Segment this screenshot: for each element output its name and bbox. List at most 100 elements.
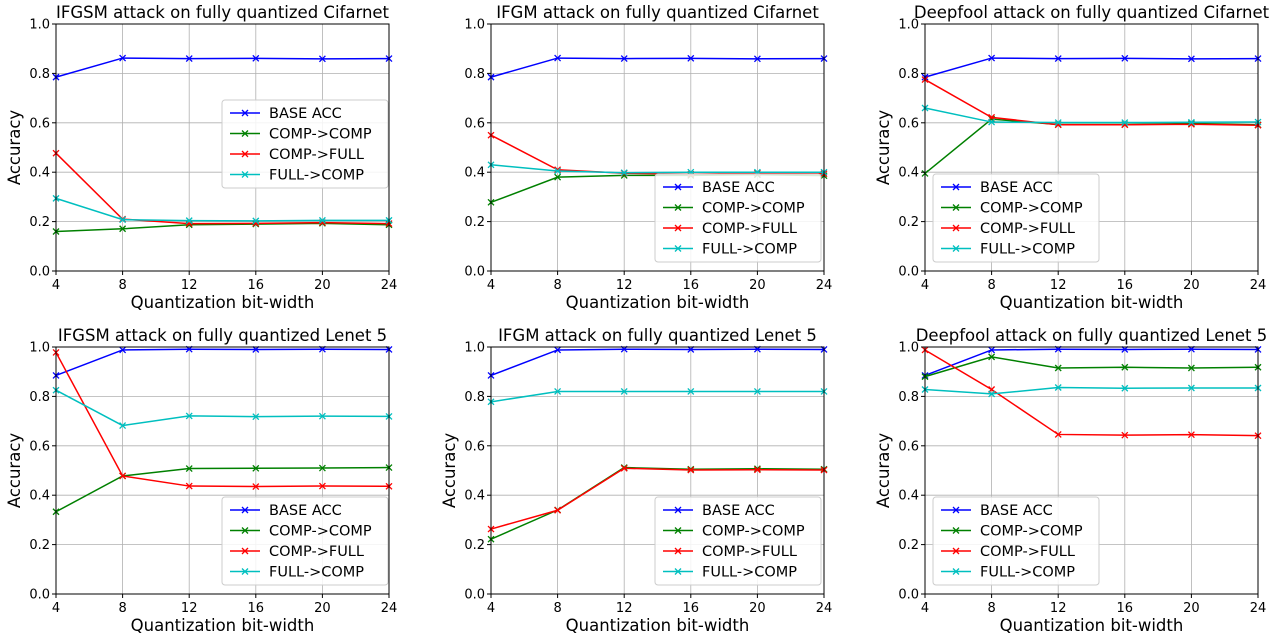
data-point — [1054, 55, 1062, 63]
legend-label-3: FULL->COMP — [702, 242, 797, 258]
x-tick-label: 16 — [683, 601, 700, 616]
chart-title: IFGSM attack on fully quantized Cifarnet — [56, 3, 390, 22]
x-tick-label: 20 — [749, 278, 766, 293]
data-point — [185, 482, 193, 490]
data-point — [185, 217, 193, 225]
y-tick-label: 0.4 — [898, 489, 919, 504]
x-tick-label: 24 — [1250, 278, 1267, 293]
data-point — [119, 225, 127, 233]
legend-marker-1 — [952, 204, 960, 211]
series-line-2 — [490, 467, 825, 530]
data-point — [1187, 431, 1195, 439]
legend-label-2: COMP->FULL — [269, 147, 364, 163]
x-axis-label: Quantization bit-width — [1000, 293, 1184, 312]
legend-label-0: BASE ACC — [702, 180, 775, 196]
series-line-2 — [490, 134, 825, 175]
legend-label-3: FULL->COMP — [702, 565, 797, 581]
legend-box — [221, 99, 389, 189]
legend-marker-1 — [241, 527, 249, 534]
data-point — [687, 54, 695, 62]
x-tick-label: 8 — [987, 278, 995, 293]
y-tick-label: 0.4 — [898, 166, 919, 181]
data-point — [554, 173, 562, 181]
legend: BASE ACC COMP->COMP COMP->FULL FULL->COMP — [654, 173, 822, 263]
x-tick-label: 24 — [1250, 601, 1267, 616]
legend-label-3: FULL->COMP — [269, 565, 364, 581]
series-line-1 — [924, 356, 1259, 378]
series-line-3 — [924, 386, 1258, 395]
series-line-2 — [55, 152, 390, 225]
y-tick-label: 0.4 — [464, 166, 485, 181]
data-point — [252, 483, 260, 491]
y-tick-label: 0.4 — [29, 166, 50, 181]
legend-marker-0 — [952, 183, 960, 191]
data-point — [1054, 430, 1062, 438]
legend-label-1: COMP->COMP — [269, 524, 372, 540]
x-tick-label: 4 — [487, 278, 495, 293]
data-point — [318, 412, 326, 420]
x-tick-label: 20 — [1183, 278, 1200, 293]
x-tick-label: 20 — [314, 601, 331, 616]
x-axis-label: Quantization bit-width — [1000, 616, 1184, 635]
y-axis-label: Accuracy — [440, 433, 459, 509]
data-point — [753, 55, 761, 63]
y-tick-label: 0.4 — [29, 489, 50, 504]
data-point — [252, 464, 260, 472]
data-point — [1121, 431, 1129, 439]
legend-label-0: BASE ACC — [269, 106, 342, 122]
chart-panel-1: 4 8 12 16 20 24 0.0 0.2 0.4 0.6 0.8 1.0 IFGM attack … — [464, 3, 832, 312]
legend-marker-0 — [674, 183, 682, 191]
y-tick-label: 0.0 — [29, 588, 50, 603]
legend-marker-2 — [674, 547, 682, 555]
y-tick-label: 0.8 — [898, 390, 919, 405]
data-point — [1187, 364, 1195, 372]
legend-box — [221, 496, 389, 586]
legend-box — [932, 173, 1100, 263]
chart-title: Deepfool attack on fully quantized Cifar… — [914, 3, 1270, 22]
x-tick-label: 12 — [1050, 601, 1067, 616]
plot-frame — [924, 346, 1259, 595]
legend-marker-1 — [241, 130, 249, 137]
data-point — [554, 506, 562, 514]
data-point — [318, 55, 326, 63]
series-line-0 — [490, 57, 825, 78]
x-tick-label: 4 — [487, 601, 495, 616]
y-tick-label: 0.0 — [464, 588, 485, 603]
data-point — [753, 388, 761, 395]
chart-panel-4: 4 8 12 16 20 24 0.0 0.2 0.4 0.6 0.8 1.0 IFGM attack … — [440, 326, 832, 635]
data-point — [988, 346, 996, 354]
legend-marker-0 — [241, 506, 249, 514]
legend-marker-0 — [952, 506, 960, 514]
data-point — [119, 54, 127, 62]
x-tick-label: 8 — [553, 278, 561, 293]
series-line-0 — [924, 348, 1259, 377]
data-point — [988, 353, 996, 361]
data-point — [687, 466, 695, 474]
legend: BASE ACC COMP->COMP COMP->FULL FULL->COMP — [932, 173, 1100, 263]
data-point — [185, 220, 193, 228]
x-tick-label: 4 — [921, 278, 929, 293]
series-line-2 — [55, 352, 390, 488]
legend-marker-0 — [241, 109, 249, 117]
series-line-3 — [924, 107, 1259, 124]
x-tick-label: 24 — [816, 278, 833, 293]
y-tick-label: 0.6 — [464, 116, 485, 131]
y-tick-label: 0.2 — [464, 215, 485, 230]
series-line-0 — [55, 348, 390, 377]
legend-label-0: BASE ACC — [980, 503, 1053, 519]
legend-marker-1 — [674, 204, 682, 211]
legend-label-3: FULL->COMP — [269, 168, 364, 184]
data-point — [318, 464, 326, 472]
legend-label-2: COMP->FULL — [702, 544, 797, 560]
legend-label-1: COMP->COMP — [702, 201, 805, 217]
x-axis-label: Quantization bit-width — [566, 616, 750, 635]
x-tick-label: 20 — [1183, 601, 1200, 616]
x-tick-label: 12 — [616, 278, 633, 293]
legend-marker-3 — [952, 568, 960, 575]
legend-label-3: FULL->COMP — [980, 565, 1075, 581]
data-point — [554, 167, 562, 175]
legend-marker-1 — [952, 527, 960, 534]
y-axis-label: Accuracy — [874, 433, 893, 509]
